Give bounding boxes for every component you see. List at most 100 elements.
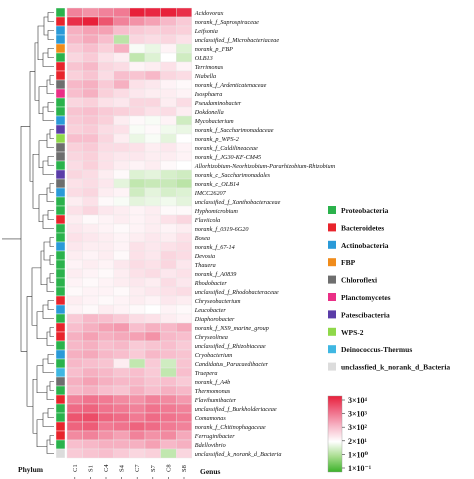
- phylum-cell: [55, 196, 66, 207]
- tree-branch: [42, 304, 54, 319]
- heat-cell: [129, 115, 146, 126]
- tree-branch: [34, 42, 39, 101]
- heat-cell: [129, 43, 146, 54]
- sample-label: C4: [103, 464, 110, 472]
- genus-label: Leifsonia: [194, 28, 218, 35]
- heat-cell: [144, 169, 161, 180]
- phylum-cell: [55, 178, 66, 189]
- phylum-cell: [55, 52, 66, 63]
- heat-cell: [129, 25, 146, 36]
- heat-cell: [129, 322, 146, 333]
- phylum-cell: [55, 412, 66, 423]
- legend-swatch: [328, 240, 336, 249]
- heat-cell: [66, 16, 83, 27]
- heat-cell: [175, 241, 192, 252]
- genus-label: norank_f_67-14: [195, 244, 235, 251]
- heat-cell: [144, 214, 161, 225]
- genus-label: norank_f_A0839: [195, 271, 237, 278]
- heat-cell: [82, 52, 99, 63]
- heat-cell: [144, 376, 161, 387]
- heat-cell: [66, 376, 83, 387]
- heat-cell: [82, 214, 99, 225]
- heat-cell: [66, 259, 83, 270]
- tree-branch: [47, 30, 54, 40]
- heat-cell: [82, 367, 99, 378]
- heat-cell: [175, 160, 192, 171]
- genus-label: Leucobacter: [194, 307, 227, 314]
- heat-cell: [97, 88, 114, 99]
- heat-cell: [175, 286, 192, 297]
- genus-axis-label: Genus: [200, 467, 221, 476]
- heat-cell: [97, 142, 114, 153]
- heat-cell: [113, 16, 130, 27]
- phylum-cell: [55, 115, 66, 126]
- genus-label: norank_f_Caldilineaceae: [195, 145, 258, 152]
- heat-cell: [97, 52, 114, 63]
- heat-cell: [97, 430, 114, 441]
- heat-cell: [113, 106, 130, 117]
- heat-cell: [97, 196, 114, 207]
- heat-cell: [175, 43, 192, 54]
- genus-label: Chryseolinea: [195, 334, 228, 341]
- heat-cell: [82, 61, 99, 72]
- heat-cell: [66, 151, 83, 162]
- heat-cell: [160, 412, 177, 423]
- heat-cell: [175, 151, 192, 162]
- heat-cell: [160, 160, 177, 171]
- heat-cell: [160, 124, 177, 135]
- heat-cell: [66, 187, 83, 198]
- heat-cell: [129, 169, 146, 180]
- heat-cell: [144, 61, 161, 72]
- heat-cell: [82, 358, 99, 369]
- heat-cell: [113, 205, 130, 216]
- heat-cell: [97, 133, 114, 144]
- legend-swatch: [328, 327, 336, 336]
- heat-cell: [82, 403, 99, 414]
- heat-cell: [66, 394, 83, 405]
- heat-cell: [66, 25, 83, 36]
- heat-cell: [97, 394, 114, 405]
- heat-cell: [66, 52, 83, 63]
- legend-label: Proteobacteria: [341, 206, 389, 215]
- heat-cell: [97, 331, 114, 342]
- heat-cell: [144, 88, 161, 99]
- phylum-axis-label: Phylum: [18, 465, 44, 474]
- heat-cell: [144, 160, 161, 171]
- heat-cell: [82, 259, 99, 270]
- tree-branch: [36, 365, 47, 394]
- heat-cell: [144, 412, 161, 423]
- heat-cell: [160, 448, 177, 459]
- heat-cell: [82, 178, 99, 189]
- phylum-cell: [55, 88, 66, 99]
- heat-cell: [129, 340, 146, 351]
- heat-cell: [82, 115, 99, 126]
- heat-cell: [175, 259, 192, 270]
- phylum-cell: [55, 241, 66, 252]
- heat-cell: [113, 322, 130, 333]
- heat-cell: [129, 178, 146, 189]
- genus-label: norank_f_Saprospiraceae: [195, 19, 259, 26]
- heat-cell: [66, 196, 83, 207]
- genus-label: Pseudaminobacter: [194, 100, 242, 107]
- heat-cell: [97, 214, 114, 225]
- genus-label: unclassified_f_Rhodobacteraceae: [195, 289, 279, 296]
- legend-swatch: [328, 293, 336, 301]
- color-scale-legend: 3×10⁴ 3×10³ 3×10² 2×10¹ 1×10⁰ 1×10⁻¹: [327, 395, 372, 473]
- heat-cell: [113, 169, 130, 180]
- heat-cell: [66, 214, 83, 225]
- heat-cell: [175, 223, 192, 234]
- heat-cell: [97, 205, 114, 216]
- phylum-cell: [55, 70, 66, 81]
- tree-branch: [49, 129, 54, 139]
- heat-cell: [129, 106, 146, 117]
- tree-branch: [46, 385, 54, 400]
- genus-label: Mycobacterium: [194, 118, 234, 125]
- heat-cell: [113, 160, 130, 171]
- heat-cell: [82, 412, 99, 423]
- heat-cell: [160, 385, 177, 396]
- phylum-cell: [55, 169, 66, 180]
- heat-cell: [82, 7, 99, 18]
- heat-cell: [129, 16, 146, 27]
- heat-cell: [97, 421, 114, 432]
- heat-cell: [160, 115, 177, 126]
